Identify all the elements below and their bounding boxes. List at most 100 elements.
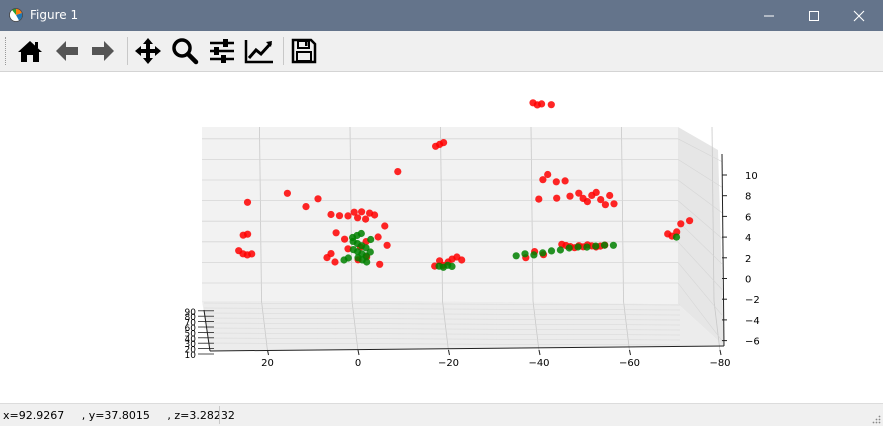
scatter-point	[376, 260, 384, 268]
scatter-point	[354, 214, 362, 222]
scatter-point	[566, 192, 574, 200]
forward-button[interactable]	[88, 36, 118, 66]
scatter-point	[672, 233, 681, 241]
scatter-point	[381, 222, 389, 230]
z-tick-label: 6	[745, 212, 751, 223]
scatter-point	[552, 178, 560, 186]
x-grid-line	[259, 126, 262, 302]
scatter-point	[248, 250, 256, 258]
scatter-point	[686, 217, 694, 225]
x-tick-label: −20	[438, 358, 459, 369]
back-arrow-icon	[56, 41, 78, 61]
grid-lines	[202, 126, 723, 352]
scatter-point	[592, 188, 600, 196]
y-tick-label: 10	[185, 351, 197, 361]
scatter-point	[539, 176, 547, 184]
scatter-point	[440, 139, 448, 147]
y-floor-grid-line	[203, 302, 681, 306]
zoom-button[interactable]	[170, 36, 200, 66]
y-tick-label: 60	[185, 324, 197, 334]
scatter-point	[357, 229, 365, 238]
scatter-point	[435, 262, 443, 270]
scatter-point	[575, 189, 583, 197]
back-pane	[202, 127, 678, 304]
minimize-icon	[764, 15, 774, 16]
resize-grip-icon[interactable]	[871, 414, 881, 424]
scatter-point	[600, 241, 609, 249]
scatter-point	[448, 262, 456, 270]
x-tick-label: −60	[619, 358, 640, 369]
y-axis-line	[203, 309, 211, 352]
figure-canvas[interactable]: 20 0 −20 −40 −60 −80 10 8 6 4 2 0 −2 −4 −6 10 20 30 40 50 60…	[0, 72, 883, 403]
scatter-point	[547, 247, 556, 255]
navigation-toolbar	[0, 31, 883, 72]
scatter-point	[592, 242, 600, 250]
z-tick-label: 2	[745, 254, 751, 265]
x-tick	[448, 349, 450, 356]
scatter-point	[453, 253, 461, 261]
z-tick-label: 8	[745, 192, 751, 203]
z-tick-label: 0	[745, 275, 751, 286]
y-floor-grid-line	[203, 307, 681, 311]
z-right-grid-line	[677, 179, 723, 214]
x-tick	[629, 349, 631, 356]
x-tick-label: 0	[355, 358, 361, 369]
y-tick-label: 30	[185, 340, 197, 350]
scatter-point	[436, 257, 444, 265]
scatter-point	[677, 220, 685, 228]
pan-button[interactable]	[133, 36, 163, 66]
scatter-point	[565, 244, 573, 252]
y-floor-grid-line	[203, 322, 681, 326]
x-grid-line	[440, 126, 443, 302]
close-button[interactable]	[836, 0, 882, 31]
scatter-point	[512, 252, 520, 260]
x-grid-line	[711, 126, 715, 302]
y-floor-grid-line	[203, 342, 681, 346]
z-right-grid-line	[677, 241, 723, 290]
y-floor-grid-line	[203, 337, 681, 341]
z-right-grid-line	[677, 220, 723, 265]
scatter-point	[332, 229, 340, 237]
scatter-point	[601, 201, 610, 209]
configure-subplots-button[interactable]	[207, 36, 237, 66]
maximize-button[interactable]	[791, 0, 837, 31]
y-tick-label: 40	[185, 335, 197, 345]
z-right-grid-line	[677, 262, 723, 316]
move-icon	[135, 38, 161, 64]
status-bar: x=92.9267 , y=37.8015 , z=3.28232	[0, 403, 883, 426]
scatter-point	[244, 230, 252, 238]
x-tick-label: 20	[261, 358, 274, 369]
z-tick-label: 4	[745, 233, 751, 244]
toolbar-grip[interactable]	[5, 37, 8, 65]
forward-arrow-icon	[92, 41, 114, 61]
y-tick-label: 90	[185, 308, 197, 318]
save-button[interactable]	[289, 36, 319, 66]
back-button[interactable]	[52, 36, 82, 66]
close-icon	[853, 10, 865, 21]
x-tick-label: −40	[528, 358, 549, 369]
z-right-grid-line	[677, 200, 723, 239]
x-tick	[538, 349, 541, 356]
home-button[interactable]	[15, 36, 45, 66]
scatter-point	[673, 228, 681, 236]
minimize-button[interactable]	[746, 0, 792, 31]
scatter-3d-plot[interactable]: 20 0 −20 −40 −60 −801086420−2−4−6102030405060…	[0, 72, 883, 403]
x-tick	[267, 349, 269, 356]
title-bar: Figure 1	[0, 0, 883, 31]
y-floor-grid-line	[203, 327, 681, 331]
scatter-point	[374, 233, 382, 241]
z-tick-label: −2	[745, 295, 760, 306]
scatter-point	[583, 243, 591, 251]
scatter-point	[331, 258, 339, 266]
edit-axis-button[interactable]	[244, 36, 274, 66]
scatter-point	[597, 196, 605, 204]
y-tick-label: 50	[185, 329, 197, 339]
floppy-disk-icon	[291, 38, 317, 64]
y-floor-grid-line	[203, 317, 681, 321]
scatter-point	[574, 243, 582, 251]
line-chart-icon	[244, 40, 273, 64]
z-axis-line	[721, 153, 725, 347]
scatter-point	[544, 170, 552, 179]
scatter-point	[344, 212, 352, 220]
z-right-grid-line	[677, 282, 723, 341]
